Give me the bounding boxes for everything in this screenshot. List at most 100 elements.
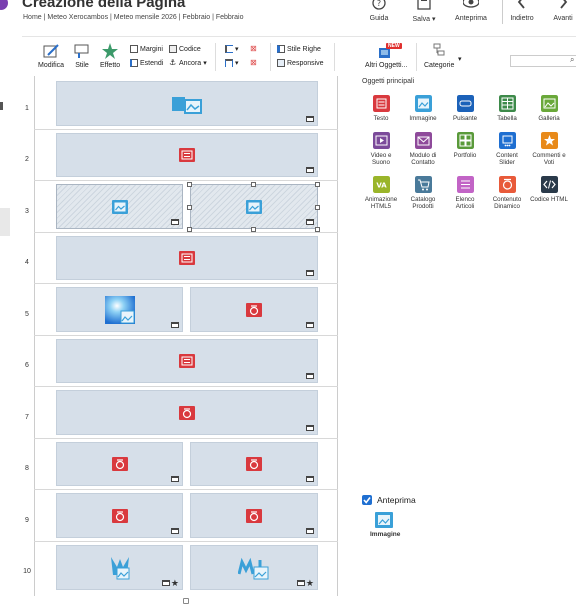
- breadcrumb[interactable]: Home | Meteo Xerocambos | Meteo mensile …: [23, 14, 244, 21]
- gallery-icon: [540, 95, 558, 112]
- object-gallery[interactable]: Galleria: [529, 95, 569, 122]
- cell-settings-icon[interactable]: [171, 528, 179, 534]
- object-article-list[interactable]: Elenco Articoli: [445, 176, 485, 210]
- preview-caption: Immagine: [370, 531, 401, 538]
- page-cell[interactable]: ★: [56, 545, 183, 590]
- video-icon: [372, 132, 390, 149]
- forward-button[interactable]: Avanti: [543, 0, 576, 22]
- search-input[interactable]: [510, 55, 576, 67]
- chevron-down-icon[interactable]: ▾: [458, 56, 462, 63]
- cell-settings-icon[interactable]: [306, 167, 314, 173]
- star-icon[interactable]: ★: [305, 578, 314, 588]
- dynamic-content-object-icon: [111, 457, 128, 471]
- preview-checkbox-label[interactable]: Anteprima: [377, 495, 416, 505]
- cell-settings-icon[interactable]: [306, 476, 314, 482]
- object-dynamic-content[interactable]: Contenuto Dinamico: [487, 176, 527, 210]
- header-separator: [502, 0, 503, 24]
- cell-settings-icon[interactable]: [171, 476, 179, 482]
- resize-handle[interactable]: [187, 182, 192, 187]
- page-cell[interactable]: [56, 287, 183, 332]
- row-divider: [34, 129, 338, 130]
- page-cell[interactable]: ★: [190, 545, 318, 590]
- modify-button[interactable]: Modifica: [38, 43, 64, 69]
- star-icon[interactable]: ★: [170, 578, 179, 588]
- save-button[interactable]: Salva ▾: [404, 0, 444, 23]
- object-comments[interactable]: Commenti e Voti: [529, 132, 569, 166]
- resize-handle[interactable]: [187, 227, 192, 232]
- object-text[interactable]: Testo: [361, 95, 401, 122]
- dynamic-content-icon: [498, 176, 516, 193]
- style-button[interactable]: Stile: [74, 43, 90, 69]
- page-cell[interactable]: [56, 81, 318, 126]
- comments-icon: [540, 132, 558, 149]
- cell-settings-icon[interactable]: [306, 528, 314, 534]
- page-cell[interactable]: [56, 493, 183, 538]
- cell-settings-icon[interactable]: [171, 219, 179, 225]
- guide-button[interactable]: ? Guida: [359, 0, 399, 22]
- app-logo-icon: [0, 0, 8, 10]
- object-html-code[interactable]: Codice HTML: [529, 176, 569, 203]
- cell-settings-icon[interactable]: [162, 580, 170, 586]
- cell-settings-icon[interactable]: [306, 270, 314, 276]
- cell-settings-icon[interactable]: [297, 580, 305, 586]
- remove-icon: ⊠: [250, 44, 257, 53]
- page-cell-selected[interactable]: [190, 184, 318, 229]
- anchor-button[interactable]: ⚓ Ancora ▾: [169, 58, 207, 68]
- remove-row-button[interactable]: ⊠: [250, 59, 258, 67]
- objects-box-icon: [379, 48, 391, 58]
- cell-settings-icon[interactable]: [171, 322, 179, 328]
- preview-checkbox[interactable]: [362, 495, 372, 505]
- catalog-icon: [414, 176, 432, 193]
- object-portfolio[interactable]: Portfolio: [445, 132, 485, 159]
- canvas-resize-handle[interactable]: [183, 598, 189, 604]
- page-cell[interactable]: [190, 287, 318, 332]
- margins-button[interactable]: Margini: [130, 45, 163, 53]
- resize-handle[interactable]: [251, 227, 256, 232]
- page-cell-selected[interactable]: [56, 184, 183, 229]
- page-cell[interactable]: [190, 442, 318, 486]
- margins-icon: [130, 45, 138, 53]
- distribute-dropdown[interactable]: ▾: [225, 59, 239, 67]
- cell-settings-icon[interactable]: [306, 322, 314, 328]
- extend-button[interactable]: Estendi: [130, 59, 163, 67]
- back-button[interactable]: Indietro: [502, 0, 542, 22]
- page-cell[interactable]: [56, 133, 318, 177]
- resize-handle[interactable]: [315, 182, 320, 187]
- page-cell[interactable]: [56, 339, 318, 383]
- eye-icon: [463, 0, 479, 8]
- effect-button[interactable]: Effetto: [100, 43, 120, 69]
- anchor-icon: ⚓: [169, 58, 177, 67]
- object-html5-animation[interactable]: VA Animazione HTML5: [361, 176, 401, 210]
- resize-handle[interactable]: [315, 205, 320, 210]
- cell-settings-icon[interactable]: [306, 116, 314, 122]
- preview-button[interactable]: Anteprima: [451, 0, 491, 22]
- categories-button[interactable]: Categorie: [424, 43, 454, 69]
- code-button[interactable]: Codice: [169, 45, 201, 53]
- resize-handle[interactable]: [251, 182, 256, 187]
- page-cell[interactable]: [56, 236, 318, 280]
- responsive-button[interactable]: Responsive: [277, 59, 324, 67]
- cell-settings-icon[interactable]: [306, 373, 314, 379]
- remove-column-button[interactable]: ⊠: [250, 45, 258, 53]
- object-content-slider[interactable]: Content Slider: [487, 132, 527, 166]
- search-icon[interactable]: ⌕: [570, 55, 575, 64]
- object-image[interactable]: Immagine: [403, 95, 443, 122]
- cell-settings-icon[interactable]: [306, 425, 314, 431]
- more-objects-button[interactable]: Altri Oggetti...: [365, 43, 407, 69]
- page-cell[interactable]: [56, 442, 183, 486]
- object-button[interactable]: Pulsante: [445, 95, 485, 122]
- page-cell[interactable]: [190, 493, 318, 538]
- object-product-catalog[interactable]: Catalogo Prodotti: [403, 176, 443, 210]
- sidebar-tab[interactable]: [0, 208, 10, 236]
- resize-handle[interactable]: [315, 227, 320, 232]
- object-contact-form[interactable]: Modulo di Contatto: [403, 132, 443, 166]
- sidebar-handle[interactable]: [0, 102, 3, 110]
- photo-image-icon: [104, 295, 135, 324]
- object-table[interactable]: Tabella: [487, 95, 527, 122]
- page-cell[interactable]: [56, 390, 318, 435]
- resize-handle[interactable]: [187, 205, 192, 210]
- row-style-button[interactable]: Stile Righe: [277, 45, 321, 53]
- align-dropdown[interactable]: ▾: [225, 45, 239, 53]
- object-video-sound[interactable]: Video e Suono: [361, 132, 401, 166]
- cell-settings-icon[interactable]: [306, 219, 314, 225]
